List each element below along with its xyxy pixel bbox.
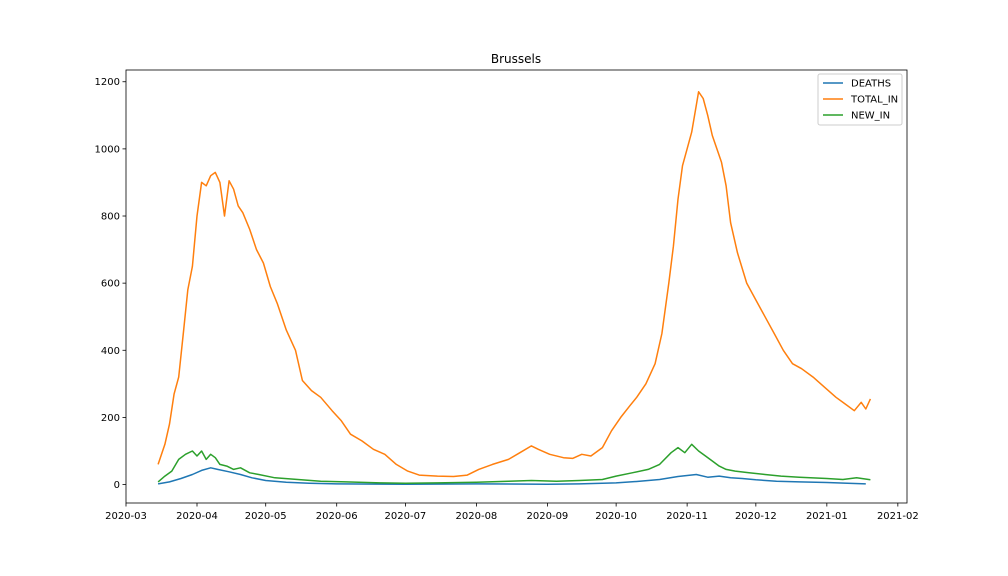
x-tick-label: 2021-01 — [806, 511, 848, 522]
x-tick-label: 2020-10 — [595, 511, 637, 522]
y-tick-label: 0 — [114, 480, 120, 491]
plot-frame — [125, 69, 908, 504]
x-tick-label: 2020-11 — [666, 511, 708, 522]
x-tick-label: 2020-04 — [176, 511, 218, 522]
x-tick-label: 2020-12 — [735, 511, 777, 522]
series-line-new-in — [157, 443, 871, 484]
series-lines — [157, 91, 872, 485]
x-tick-label: 2020-03 — [105, 511, 147, 522]
x-tick-label: 2020-08 — [456, 511, 498, 522]
x-tick-label: 2020-07 — [385, 511, 427, 522]
legend-box — [817, 73, 903, 126]
x-tick-label: 2020-05 — [245, 511, 287, 522]
series-line-total-in — [157, 91, 872, 478]
x-tick-label: 2020-06 — [316, 511, 358, 522]
y-tick-label: 200 — [101, 413, 120, 424]
y-tick-label: 400 — [101, 346, 120, 357]
axes: 0 200 400 600 800 1000 1200 2020-03 2020-04 2020-… — [95, 69, 919, 522]
legend-label: DEATHS — [851, 79, 891, 90]
x-tick-label: 2021-02 — [877, 511, 919, 522]
chart-title: Brussels — [491, 52, 541, 66]
legend-label: TOTAL_IN — [850, 95, 898, 106]
series-line-deaths — [157, 467, 866, 485]
legend: DEATHS TOTAL_IN NEW_IN — [817, 73, 903, 126]
y-tick-label: 600 — [101, 279, 120, 290]
y-tick-label: 1000 — [95, 144, 120, 155]
x-tick-label: 2020-09 — [527, 511, 569, 522]
y-tick-label: 1200 — [95, 77, 120, 88]
legend-label: NEW_IN — [851, 111, 890, 122]
y-tick-label: 800 — [101, 212, 120, 223]
